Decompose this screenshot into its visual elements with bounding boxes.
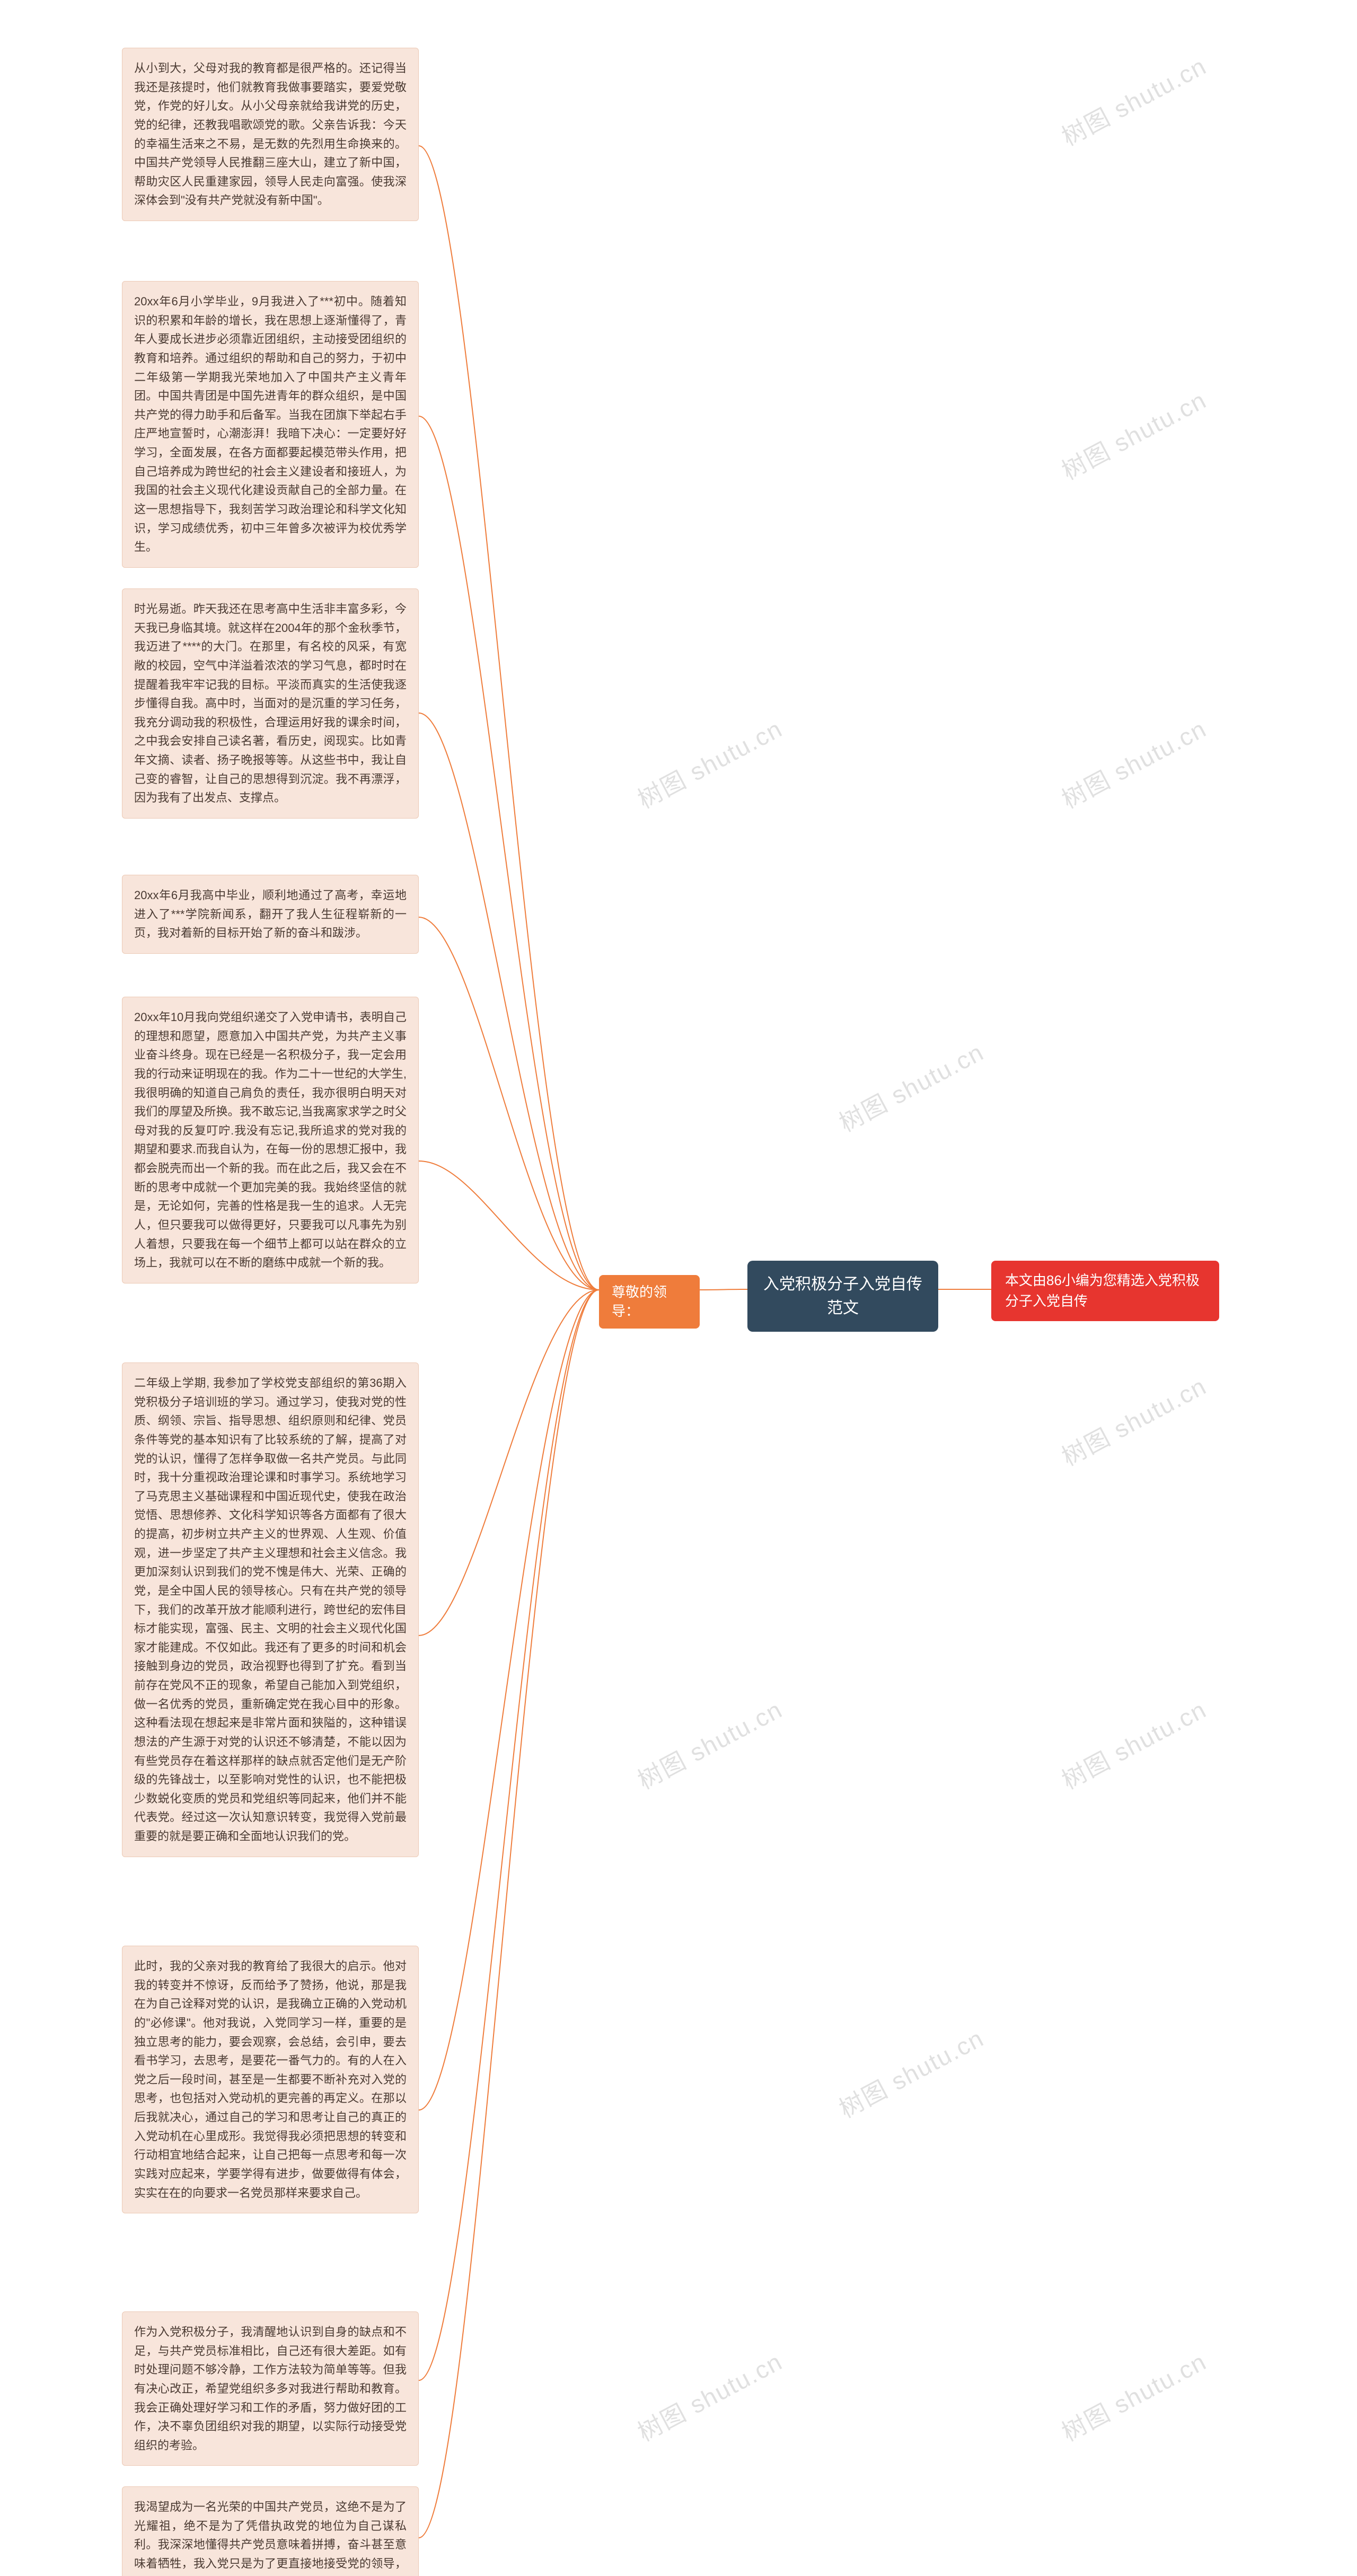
watermark-text: 树图 shutu.cn	[832, 1033, 989, 1139]
left-branch-leader[interactable]: 尊敬的领导：	[599, 1275, 700, 1329]
watermark-text: 树图 shutu.cn	[1055, 1367, 1212, 1473]
watermark-text: 树图 shutu.cn	[1055, 47, 1212, 153]
right-branch-note[interactable]: 本文由86小编为您精选入党积极分子入党自传	[991, 1261, 1219, 1321]
center-topic[interactable]: 入党积极分子入党自传范文	[747, 1261, 938, 1332]
paragraph-node[interactable]: 时光易逝。昨天我还在思考高中生活非丰富多彩，今天我已身临其境。就这样在2004年…	[122, 588, 419, 819]
paragraph-node[interactable]: 20xx年10月我向党组织递交了入党申请书，表明自己的理想和愿望，愿意加入中国共…	[122, 997, 419, 1283]
watermark-text: 树图 shutu.cn	[1055, 710, 1212, 815]
paragraph-node[interactable]: 20xx年6月小学毕业，9月我进入了***初中。随着知识的积累和年龄的增长，我在…	[122, 281, 419, 568]
watermark-text: 树图 shutu.cn	[1055, 2343, 1212, 2448]
paragraph-node[interactable]: 从小到大，父母对我的教育都是很严格的。还记得当我还是孩提时，他们就教育我做事要踏…	[122, 48, 419, 221]
paragraph-node[interactable]: 作为入党积极分子，我清醒地认识到自身的缺点和不足，与共产党员标准相比，自己还有很…	[122, 2311, 419, 2466]
watermark-text: 树图 shutu.cn	[631, 1691, 788, 1796]
paragraph-node[interactable]: 我渴望成为一名光荣的中国共产党员，这绝不是为了光耀祖，绝不是为了凭借执政党的地位…	[122, 2486, 419, 2576]
paragraph-node[interactable]: 20xx年6月我高中毕业，顺利地通过了高考，幸运地进入了***学院新闻系，翻开了…	[122, 875, 419, 954]
watermark-text: 树图 shutu.cn	[1055, 381, 1212, 487]
watermark-text: 树图 shutu.cn	[631, 2343, 788, 2448]
paragraph-node[interactable]: 二年级上学期, 我参加了学校党支部组织的第36期入党积极分子培训班的学习。通过学…	[122, 1362, 419, 1857]
watermark-text: 树图 shutu.cn	[832, 2019, 989, 2125]
watermark-text: 树图 shutu.cn	[1055, 1691, 1212, 1796]
watermark-text: 树图 shutu.cn	[631, 710, 788, 815]
paragraph-node[interactable]: 此时，我的父亲对我的教育给了我很大的启示。他对我的转变并不惊讶，反而给予了赞扬，…	[122, 1946, 419, 2213]
